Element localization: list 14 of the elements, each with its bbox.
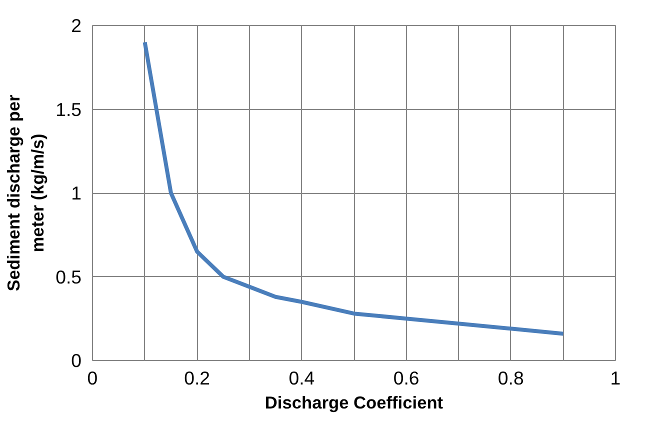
- x-tick-label: 0.2: [184, 368, 210, 388]
- x-axis-title: Discharge Coefficient: [264, 392, 444, 412]
- x-tick-label: 0: [87, 368, 98, 388]
- line-series: [142, 40, 566, 336]
- x-tick-label: 1: [610, 368, 621, 388]
- y-tick-label: 1: [71, 182, 82, 204]
- y-tick-label: 1.5: [56, 98, 82, 120]
- x-tick-label: 0.6: [393, 368, 420, 388]
- x-tick-label: 0.4: [288, 368, 315, 388]
- y-tick-label: 0: [71, 350, 82, 371]
- y-axis-title: Sediment discharge per meter (kg/m/s): [4, 94, 48, 292]
- y-tick-label: 2: [71, 15, 82, 36]
- y-tick-label: 0.5: [56, 266, 82, 288]
- x-tick-label: 0.8: [498, 368, 524, 388]
